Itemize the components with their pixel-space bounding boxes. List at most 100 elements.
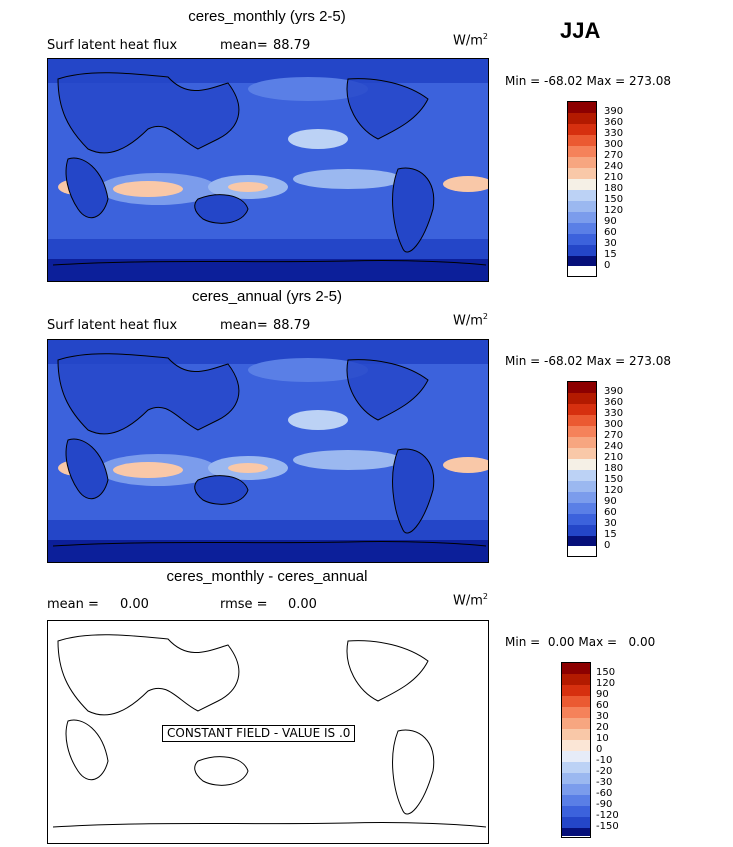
cb-seg (568, 102, 596, 113)
panel2-cb-label: 15 (604, 529, 617, 540)
cb-seg (568, 179, 596, 190)
panel2-cb-label: 60 (604, 507, 617, 518)
panel3-cb-label: -90 (596, 799, 613, 810)
panel2-cb-label: 390 (604, 386, 624, 397)
cb-seg (568, 393, 596, 404)
cb-seg (562, 762, 590, 773)
panel2-cb-label: 300 (604, 419, 624, 430)
panel1-cb-label: 90 (604, 216, 617, 227)
panel1-cb-label: 270 (604, 150, 624, 161)
cb-seg (562, 718, 590, 729)
cb-seg (568, 113, 596, 124)
panel2-cb-label: 120 (604, 485, 624, 496)
cb-seg (568, 459, 596, 470)
constant-field-label: CONSTANT FIELD - VALUE IS .0 (162, 725, 356, 742)
panel3-mean-value: 0.00 (120, 597, 149, 612)
cb-seg (568, 256, 596, 266)
cb-seg (562, 740, 590, 751)
cb-seg (568, 124, 596, 135)
panel1-minmax: Min = -68.02 Max = 273.08 (505, 74, 672, 88)
cb-seg (568, 514, 596, 525)
cb-seg (568, 245, 596, 256)
panel1-cb-label: 300 (604, 139, 624, 150)
panel3-map-canvas (52, 634, 487, 828)
panel1-cb-label: 390 (604, 106, 624, 117)
panel3-rmse-label: rmse = (220, 597, 268, 612)
cb-seg (568, 212, 596, 223)
cb-seg (562, 751, 590, 762)
cb-seg (562, 773, 590, 784)
panel3-cb-label: -150 (596, 821, 619, 832)
cb-seg (562, 696, 590, 707)
panel1-map (47, 58, 489, 282)
panel1-cb-label: 0 (604, 260, 611, 271)
cb-seg (568, 448, 596, 459)
panel1-map-canvas (48, 59, 488, 281)
panel2-cb-label: 240 (604, 441, 624, 452)
panel1-cb-label: 240 (604, 161, 624, 172)
panel1-cb-label: 180 (604, 183, 624, 194)
cb-seg (568, 135, 596, 146)
panel3-cb-label: 0 (596, 744, 603, 755)
panel2-map-canvas (48, 340, 488, 562)
cb-seg (568, 190, 596, 201)
panel3-mean-label: mean = (47, 597, 99, 612)
cb-seg (562, 828, 590, 836)
cb-seg (568, 437, 596, 448)
panel2-units: W/m2 (453, 312, 488, 329)
cb-seg (562, 784, 590, 795)
panel2-cb-label: 330 (604, 408, 624, 419)
panel2-minmax: Min = -68.02 Max = 273.08 (505, 354, 672, 368)
panel3-minmax: Min = 0.00 Max = 0.00 (505, 635, 656, 649)
cb-seg (568, 146, 596, 157)
panel2-map (47, 339, 489, 563)
cb-seg (568, 481, 596, 492)
cb-seg (568, 470, 596, 481)
panel3-cb-label: -10 (596, 755, 613, 766)
panel2-cb-label: 30 (604, 518, 617, 529)
panel1-colorbar (567, 101, 597, 277)
cb-seg (568, 157, 596, 168)
panel3-cb-label: 120 (596, 678, 616, 689)
panel3-cb-label: 10 (596, 733, 609, 744)
cb-seg (568, 234, 596, 245)
cb-seg (568, 503, 596, 514)
panel1-cb-label: 150 (604, 194, 624, 205)
panel2-title: ceres_annual (yrs 2-5) (191, 288, 343, 305)
panel1-cb-label: 330 (604, 128, 624, 139)
cb-seg (568, 201, 596, 212)
panel2-colorbar (567, 381, 597, 557)
panel2-cb-label: 90 (604, 496, 617, 507)
panel1-variable: Surf latent heat flux (47, 38, 178, 53)
cb-seg (568, 404, 596, 415)
cb-seg (568, 492, 596, 503)
panel2-cb-label: 210 (604, 452, 624, 463)
panel1-units: W/m2 (453, 32, 488, 49)
panel3-map: CONSTANT FIELD - VALUE IS .0 (47, 620, 489, 844)
panel2-mean-value: 88.79 (273, 318, 311, 333)
panel3-cb-label: 90 (596, 689, 609, 700)
panel1-cb-label: 30 (604, 238, 617, 249)
panel1-mean-value: 88.79 (273, 38, 311, 53)
cb-seg (562, 817, 590, 828)
cb-seg (562, 707, 590, 718)
cb-seg (568, 382, 596, 393)
panel2-cb-label: 360 (604, 397, 624, 408)
cb-seg (562, 663, 590, 674)
panel3-cb-label: 30 (596, 711, 609, 722)
cb-seg (568, 168, 596, 179)
cb-seg (562, 674, 590, 685)
cb-seg (568, 415, 596, 426)
cb-seg (562, 685, 590, 696)
panel1-title: ceres_monthly (yrs 2-5) (188, 8, 346, 25)
panel2-mean-label: mean= (220, 318, 268, 333)
panel2-cb-label: 180 (604, 463, 624, 474)
season-label: JJA (560, 18, 601, 43)
panel1-cb-label: 210 (604, 172, 624, 183)
panel1-cb-label: 60 (604, 227, 617, 238)
panel2-cb-label: 0 (604, 540, 611, 551)
panel1-cb-label: 120 (604, 205, 624, 216)
panel3-cb-label: -60 (596, 788, 613, 799)
panel3-units: W/m2 (453, 592, 488, 609)
cb-seg (562, 729, 590, 740)
